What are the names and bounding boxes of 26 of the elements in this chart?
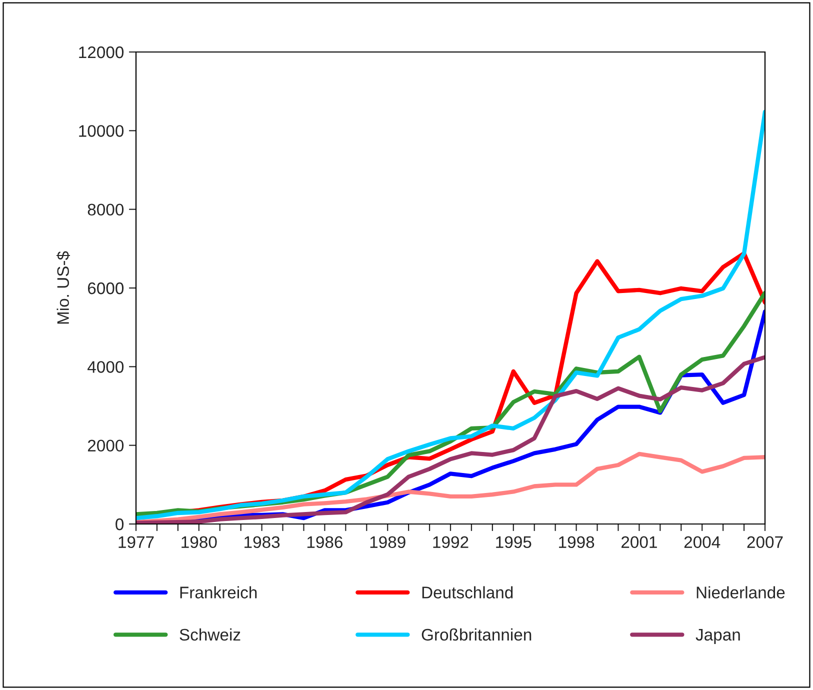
y-tick-label: 6000: [88, 282, 124, 294]
y-tick-label: 4000: [88, 361, 124, 373]
x-tick-label: 1995: [496, 536, 532, 548]
y-axis-title: Mio. US-$: [56, 251, 70, 324]
y-tick-label: 10000: [79, 125, 124, 137]
y-tick-label: 12000: [79, 46, 124, 58]
line-series: [136, 110, 765, 520]
x-tick-label: 1977: [118, 536, 154, 548]
x-tick-label: 1998: [559, 536, 594, 548]
legend-label: Frankreich: [180, 586, 257, 598]
y-tick-label: 2000: [88, 440, 124, 452]
x-tick-label: 1992: [433, 536, 468, 548]
x-tick-label: 1986: [307, 536, 343, 548]
legend-label: Niederlande: [696, 586, 785, 598]
legend-label: Großbritannien: [422, 628, 532, 641]
legend-label: Deutschland: [422, 586, 513, 598]
x-tick-label: 1980: [182, 536, 217, 548]
x-tick-label: 2007: [747, 536, 783, 548]
x-tick-label: 1989: [370, 536, 406, 548]
y-tick-label: 8000: [88, 204, 124, 216]
legend-label: Japan: [696, 629, 740, 644]
legend-label: Schweiz: [180, 628, 240, 641]
y-tick-label: 0: [116, 518, 124, 530]
x-tick-label: 2004: [684, 536, 720, 548]
x-tick-label: 1983: [244, 536, 280, 548]
x-tick-label: 2001: [622, 536, 657, 548]
